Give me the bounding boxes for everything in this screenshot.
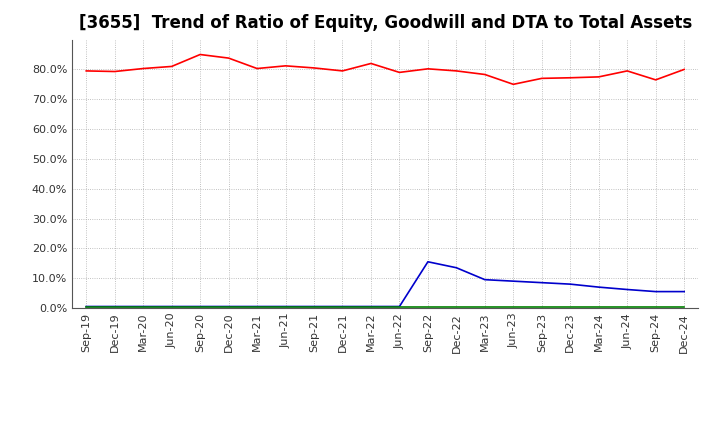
Equity <box>509 82 518 87</box>
Deferred Tax Assets <box>110 304 119 309</box>
Goodwill <box>225 304 233 309</box>
Equity <box>480 72 489 77</box>
Deferred Tax Assets <box>366 304 375 309</box>
Deferred Tax Assets <box>623 304 631 309</box>
Goodwill <box>82 304 91 309</box>
Equity <box>366 61 375 66</box>
Deferred Tax Assets <box>480 304 489 309</box>
Equity <box>566 75 575 81</box>
Goodwill <box>395 304 404 309</box>
Deferred Tax Assets <box>566 304 575 309</box>
Equity <box>423 66 432 71</box>
Equity <box>282 63 290 69</box>
Goodwill <box>310 304 318 309</box>
Goodwill <box>566 282 575 287</box>
Equity <box>338 68 347 73</box>
Goodwill <box>282 304 290 309</box>
Equity <box>537 76 546 81</box>
Equity <box>395 70 404 75</box>
Deferred Tax Assets <box>338 304 347 309</box>
Equity <box>196 52 204 57</box>
Goodwill <box>680 289 688 294</box>
Equity <box>310 65 318 70</box>
Goodwill <box>623 287 631 292</box>
Equity <box>82 68 91 73</box>
Goodwill <box>480 277 489 282</box>
Title: [3655]  Trend of Ratio of Equity, Goodwill and DTA to Total Assets: [3655] Trend of Ratio of Equity, Goodwil… <box>78 15 692 33</box>
Goodwill <box>452 265 461 270</box>
Deferred Tax Assets <box>680 304 688 309</box>
Equity <box>253 66 261 71</box>
Line: Equity: Equity <box>86 55 684 84</box>
Equity <box>595 74 603 80</box>
Deferred Tax Assets <box>139 304 148 309</box>
Deferred Tax Assets <box>652 304 660 309</box>
Equity <box>652 77 660 82</box>
Equity <box>623 68 631 73</box>
Goodwill <box>196 304 204 309</box>
Deferred Tax Assets <box>537 304 546 309</box>
Deferred Tax Assets <box>509 304 518 309</box>
Goodwill <box>253 304 261 309</box>
Equity <box>225 55 233 61</box>
Deferred Tax Assets <box>167 304 176 309</box>
Goodwill <box>366 304 375 309</box>
Deferred Tax Assets <box>595 304 603 309</box>
Deferred Tax Assets <box>253 304 261 309</box>
Deferred Tax Assets <box>310 304 318 309</box>
Deferred Tax Assets <box>225 304 233 309</box>
Equity <box>139 66 148 71</box>
Goodwill <box>537 280 546 285</box>
Equity <box>452 68 461 73</box>
Deferred Tax Assets <box>282 304 290 309</box>
Equity <box>167 64 176 69</box>
Deferred Tax Assets <box>196 304 204 309</box>
Goodwill <box>423 259 432 264</box>
Line: Goodwill: Goodwill <box>86 262 684 307</box>
Deferred Tax Assets <box>395 304 404 309</box>
Equity <box>110 69 119 74</box>
Goodwill <box>167 304 176 309</box>
Goodwill <box>110 304 119 309</box>
Goodwill <box>338 304 347 309</box>
Goodwill <box>509 279 518 284</box>
Deferred Tax Assets <box>82 304 91 309</box>
Deferred Tax Assets <box>452 304 461 309</box>
Goodwill <box>652 289 660 294</box>
Goodwill <box>139 304 148 309</box>
Goodwill <box>595 285 603 290</box>
Equity <box>680 67 688 72</box>
Deferred Tax Assets <box>423 304 432 309</box>
